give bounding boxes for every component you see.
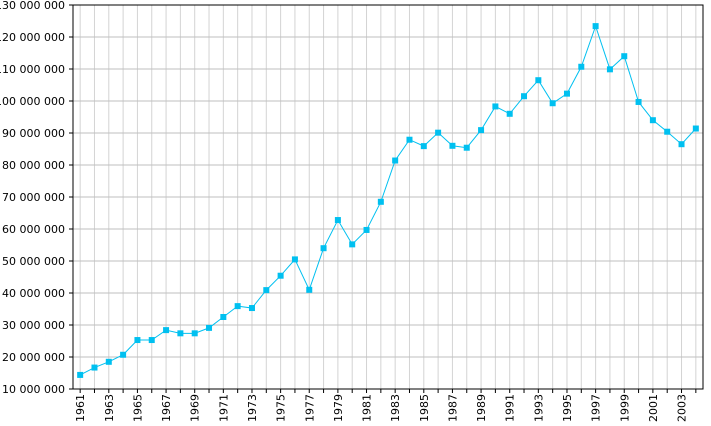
data-point xyxy=(263,287,270,294)
data-point xyxy=(692,125,699,132)
grid-lines xyxy=(73,4,703,390)
y-tick-label: 80 000 000 xyxy=(2,159,65,172)
axes xyxy=(69,4,704,393)
y-tick-label: 40 000 000 xyxy=(2,287,65,300)
data-point xyxy=(506,110,513,117)
y-tick-label: 30 000 000 xyxy=(2,319,65,332)
x-axis-tick-labels: 1961 1963 1965 1967 1969 1971 1973 1975 1977 1979… xyxy=(74,394,688,422)
data-point xyxy=(406,136,413,143)
data-point xyxy=(148,337,155,344)
data-point xyxy=(392,157,399,164)
data-point xyxy=(120,351,127,358)
data-point xyxy=(635,98,642,105)
x-tick-label: 1977 xyxy=(303,394,316,422)
data-point xyxy=(435,129,442,136)
y-axis-tick-labels: 10 000 000 20 000 000 30 000 000 40 000 000… xyxy=(0,0,65,396)
data-point xyxy=(606,66,613,73)
x-tick-label: 1965 xyxy=(131,394,144,422)
x-tick-label: 2003 xyxy=(676,394,689,422)
y-tick-label: 10 000 000 xyxy=(2,383,65,396)
x-tick-label: 1973 xyxy=(246,394,259,422)
y-tick-label: 60 000 000 xyxy=(2,223,65,236)
y-tick-label: 70 000 000 xyxy=(2,191,65,204)
x-tick-label: 1971 xyxy=(217,394,230,422)
data-point xyxy=(91,364,98,371)
x-tick-label: 1983 xyxy=(389,394,402,422)
data-point xyxy=(191,330,198,337)
x-tick-label: 1975 xyxy=(275,394,288,422)
x-tick-label: 1993 xyxy=(532,394,545,422)
y-tick-label: 100 000 000 xyxy=(0,95,65,108)
data-point xyxy=(578,63,585,70)
data-point xyxy=(177,330,184,337)
data-point xyxy=(248,305,255,312)
x-tick-label: 1967 xyxy=(160,394,173,422)
x-tick-label: 1985 xyxy=(418,394,431,422)
x-tick-label: 2001 xyxy=(647,394,660,422)
y-tick-label: 90 000 000 xyxy=(2,127,65,140)
data-point xyxy=(363,226,370,233)
data-point xyxy=(664,128,671,135)
data-point xyxy=(621,53,628,60)
x-tick-label: 1991 xyxy=(504,394,517,422)
data-point xyxy=(678,141,685,148)
data-point xyxy=(349,241,356,248)
x-tick-label: 1979 xyxy=(332,394,345,422)
data-point xyxy=(306,286,313,293)
data-point xyxy=(492,103,499,110)
data-point xyxy=(592,23,599,30)
x-tick-label: 1997 xyxy=(590,394,603,422)
data-point xyxy=(535,77,542,84)
data-point xyxy=(206,324,213,331)
data-point xyxy=(521,93,528,100)
data-point xyxy=(163,327,170,334)
x-tick-label: 1995 xyxy=(561,394,574,422)
data-point xyxy=(377,198,384,205)
data-point xyxy=(649,117,656,124)
data-point xyxy=(449,142,456,149)
data-point xyxy=(105,358,112,365)
plot-frame xyxy=(72,4,704,390)
y-tick-label: 110 000 000 xyxy=(0,63,65,76)
data-point xyxy=(549,100,556,107)
data-point xyxy=(277,272,284,279)
data-point xyxy=(220,314,227,320)
x-tick-label: 1963 xyxy=(103,394,116,422)
x-tick-label: 1981 xyxy=(361,394,374,422)
data-point xyxy=(334,217,341,224)
x-tick-label: 1961 xyxy=(74,394,87,422)
y-tick-label: 120 000 000 xyxy=(0,31,65,44)
data-point xyxy=(563,90,570,97)
x-tick-label: 1987 xyxy=(446,394,459,422)
y-tick-label: 20 000 000 xyxy=(2,351,65,364)
series-line xyxy=(79,24,697,376)
data-point xyxy=(420,143,427,150)
data-point xyxy=(463,144,470,151)
x-tick-label: 1999 xyxy=(618,394,631,422)
data-point xyxy=(234,303,241,310)
data-point xyxy=(134,337,141,344)
data-point xyxy=(291,256,298,263)
data-series xyxy=(77,23,699,378)
y-tick-label: 130 000 000 xyxy=(0,0,65,12)
y-tick-label: 50 000 000 xyxy=(2,255,65,268)
x-tick-label: 1969 xyxy=(189,394,202,422)
data-point xyxy=(320,245,327,252)
data-point xyxy=(478,127,485,134)
data-point xyxy=(77,371,84,378)
x-tick-label: 1989 xyxy=(475,394,488,422)
